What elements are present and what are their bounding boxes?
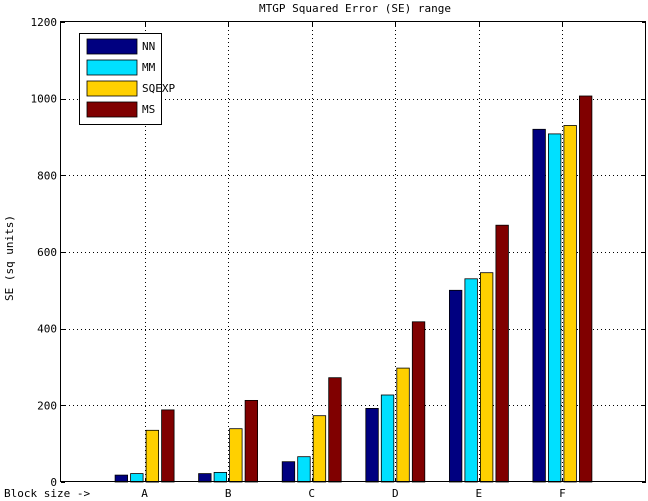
plot-frame xyxy=(60,21,646,482)
bar-mm xyxy=(297,456,311,483)
y-axis-label: SE (sq units) xyxy=(3,215,16,301)
y-tick-label: 200 xyxy=(37,399,57,412)
bar-nn xyxy=(532,128,546,483)
bar-nn xyxy=(365,407,379,483)
legend-swatch xyxy=(86,80,138,97)
x-tick-label: C xyxy=(308,487,315,500)
bar-nn xyxy=(114,474,128,483)
x-tick-label: D xyxy=(392,487,399,500)
bar-ms xyxy=(244,399,259,483)
legend-swatch xyxy=(86,38,138,55)
y-tick-label: 1000 xyxy=(31,93,58,106)
y-tick-label: 0 xyxy=(50,476,57,489)
x-tick-label: E xyxy=(476,487,483,500)
legend-swatch xyxy=(86,59,138,76)
bar-ms xyxy=(411,321,426,483)
bar-mm xyxy=(130,473,144,483)
x-tick-label: B xyxy=(225,487,232,500)
bar-ms xyxy=(579,95,593,483)
legend-label: MS xyxy=(142,103,155,116)
bar-ms xyxy=(161,409,175,483)
legend-label: SQEXP xyxy=(142,82,175,95)
legend-label: MM xyxy=(142,61,156,74)
bar-mm xyxy=(548,133,562,483)
bar-sqexp xyxy=(479,272,494,483)
bar-ms xyxy=(328,377,342,483)
bar-sqexp xyxy=(145,429,160,483)
x-axis-label: Block size -> xyxy=(4,487,90,500)
bar-sqexp xyxy=(563,125,577,483)
y-ticks: 0 200 400 600 800 1000 1200 xyxy=(31,16,646,489)
legend: NN MM SQEXP MS xyxy=(79,33,175,125)
bar-mm xyxy=(464,278,478,483)
bar-mm xyxy=(380,394,395,483)
y-tick-label: 400 xyxy=(37,323,57,336)
bar-nn xyxy=(198,473,212,483)
bar-nn xyxy=(281,461,296,483)
x-ticks: A B C D E F xyxy=(141,22,566,500)
bar-nn xyxy=(448,289,463,483)
bars xyxy=(114,95,593,483)
bar-sqexp xyxy=(312,415,327,483)
legend-swatch xyxy=(86,101,138,118)
y-tick-label: 1200 xyxy=(31,16,58,29)
bar-mm xyxy=(213,471,228,483)
bar-ms xyxy=(495,224,509,483)
bar-sqexp xyxy=(229,428,243,483)
bar-sqexp xyxy=(396,367,410,483)
chart-title: MTGP Squared Error (SE) range xyxy=(259,2,451,15)
legend-label: NN xyxy=(142,40,155,53)
x-tick-label: A xyxy=(141,487,148,500)
x-tick-label: F xyxy=(559,487,566,500)
y-tick-label: 800 xyxy=(37,169,57,182)
y-tick-label: 600 xyxy=(37,246,57,259)
